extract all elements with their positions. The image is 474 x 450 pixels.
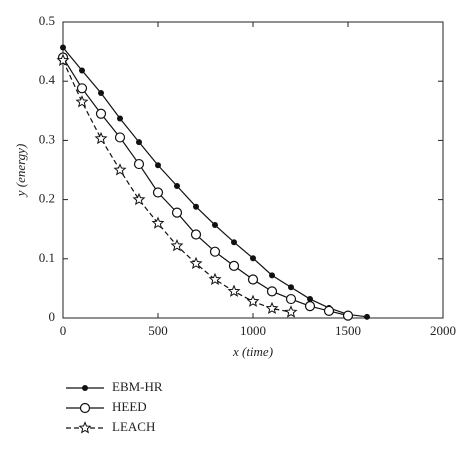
marker bbox=[288, 284, 294, 291]
y-tick-label: 0 bbox=[49, 309, 56, 324]
y-tick-label: 0.2 bbox=[39, 191, 55, 206]
marker bbox=[60, 44, 66, 51]
legend-label: LEACH bbox=[112, 419, 155, 434]
marker bbox=[151, 216, 165, 229]
marker bbox=[56, 53, 70, 66]
marker bbox=[133, 158, 145, 170]
marker bbox=[227, 284, 241, 297]
marker bbox=[307, 296, 313, 303]
marker bbox=[174, 182, 180, 189]
marker bbox=[75, 95, 89, 108]
legend-marker bbox=[79, 402, 91, 414]
marker bbox=[266, 286, 278, 297]
marker bbox=[212, 222, 218, 229]
marker bbox=[247, 274, 259, 285]
y-tick-label: 0.4 bbox=[39, 72, 56, 87]
marker bbox=[155, 162, 161, 169]
marker bbox=[208, 272, 222, 286]
marker bbox=[98, 90, 104, 97]
marker bbox=[95, 108, 107, 119]
x-tick-label: 1000 bbox=[240, 323, 266, 338]
y-tick-label: 0.1 bbox=[39, 250, 55, 265]
marker bbox=[152, 187, 164, 198]
x-tick-label: 1500 bbox=[335, 323, 361, 338]
marker bbox=[323, 305, 335, 316]
marker bbox=[190, 229, 202, 240]
marker bbox=[189, 256, 203, 270]
marker bbox=[79, 67, 85, 74]
marker bbox=[246, 294, 260, 307]
marker bbox=[117, 115, 123, 122]
marker bbox=[269, 272, 275, 279]
legend-label: HEED bbox=[112, 399, 147, 414]
marker bbox=[136, 139, 142, 146]
marker bbox=[114, 132, 126, 143]
marker bbox=[304, 301, 316, 312]
marker bbox=[284, 305, 298, 318]
x-tick-label: 0 bbox=[60, 323, 67, 338]
x-tick-label: 500 bbox=[148, 323, 168, 338]
marker bbox=[231, 239, 237, 246]
marker bbox=[94, 131, 108, 145]
y-tick-label: 0.5 bbox=[39, 13, 55, 28]
y-axis-label: y (energy) bbox=[13, 144, 28, 199]
series-line bbox=[62, 57, 349, 317]
marker bbox=[228, 260, 240, 272]
y-tick-label: 0.3 bbox=[39, 131, 55, 146]
marker bbox=[285, 293, 297, 305]
marker bbox=[209, 246, 221, 257]
legend-marker bbox=[82, 385, 88, 391]
marker bbox=[132, 192, 146, 206]
legend-marker bbox=[78, 421, 92, 434]
marker bbox=[265, 301, 279, 315]
marker bbox=[364, 313, 370, 320]
marker bbox=[171, 207, 183, 218]
legend-label: EBM-HR bbox=[112, 379, 163, 394]
marker bbox=[250, 255, 256, 262]
x-axis-label: x (time) bbox=[232, 344, 273, 359]
marker bbox=[342, 310, 354, 321]
marker bbox=[170, 238, 184, 252]
marker bbox=[76, 83, 88, 94]
x-tick-label: 2000 bbox=[430, 323, 456, 338]
marker bbox=[193, 203, 199, 210]
marker bbox=[113, 163, 127, 176]
